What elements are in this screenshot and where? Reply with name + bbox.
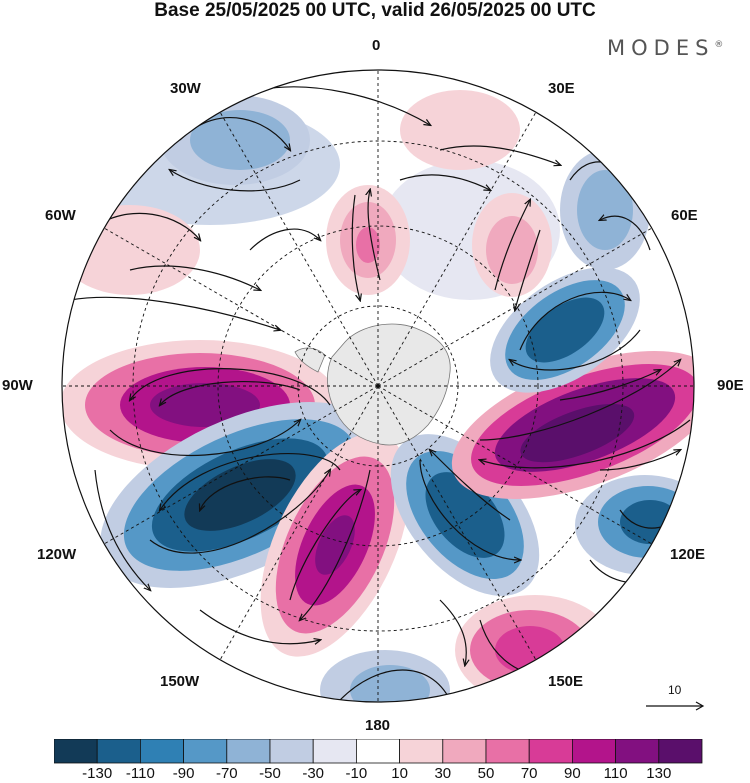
- colorbar-swatch: [399, 739, 444, 764]
- colorbar-tick-label: 10: [391, 765, 408, 782]
- logo-text: MODES: [607, 36, 715, 60]
- lon-label-90e: 90E: [717, 377, 744, 394]
- modes-logo: MODES®: [607, 36, 723, 60]
- colorbar-swatch: [572, 739, 617, 764]
- colorbar-swatch: [183, 739, 228, 764]
- lon-label-150w: 150W: [160, 673, 200, 690]
- lon-label-180: 180: [365, 717, 391, 734]
- lon-label-30e: 30E: [548, 80, 575, 97]
- anomaly-field: [62, 90, 694, 702]
- colorbar-swatch: [485, 739, 530, 764]
- lon-label-150e: 150E: [548, 673, 584, 690]
- colorbar-tick-label: -30: [302, 765, 325, 782]
- colorbar: [54, 739, 703, 764]
- colorbar-tick-label: 130: [646, 765, 672, 782]
- lon-label-90w: 90W: [2, 377, 33, 394]
- colorbar-tick-label: 70: [520, 765, 538, 782]
- negative-anomaly-60e-north: [560, 150, 650, 270]
- colorbar-tick-label: 110: [603, 765, 628, 782]
- positive-anomaly-150w: [260, 433, 410, 657]
- lon-label-120e: 120E: [670, 546, 706, 563]
- colorbar-swatch: [355, 739, 400, 764]
- positive-anomaly-15w: [326, 185, 410, 295]
- colorbar-swatch: [140, 739, 185, 764]
- lon-label-30w: 30W: [170, 80, 201, 97]
- colorbar-tick-label: -10: [345, 765, 368, 782]
- colorbar-swatch: [658, 739, 703, 764]
- lon-label-60w: 60W: [45, 207, 76, 224]
- colorbar-swatch: [442, 739, 487, 764]
- reference-vector-arrow: [646, 701, 705, 711]
- colorbar-swatch: [528, 739, 573, 764]
- colorbar-swatch: [54, 739, 98, 764]
- map-disk: [62, 70, 694, 702]
- lon-label-0: 0: [372, 37, 381, 54]
- colorbar-swatch: [96, 739, 141, 764]
- map-outline: [61, 69, 695, 703]
- antarctica-landmass: [294, 323, 451, 446]
- lon-label-60e: 60E: [671, 207, 698, 224]
- colorbar-tick-label: 30: [434, 765, 452, 782]
- colorbar-tick-label: 50: [477, 765, 495, 782]
- reference-vector-label: 10: [668, 683, 682, 697]
- colorbar-tick-label: -110: [125, 765, 155, 782]
- positive-anomaly-140e: [455, 595, 615, 702]
- colorbar-tick-label: -70: [215, 765, 238, 782]
- lon-label-120w: 120W: [37, 546, 77, 563]
- colorbar-swatch: [226, 739, 271, 764]
- colorbar-tick-label: -50: [259, 765, 281, 782]
- colorbar-tick-label: -130: [82, 765, 113, 782]
- logo-registered-mark: ®: [714, 40, 724, 50]
- colorbar-tick-label: -90: [172, 765, 195, 782]
- colorbar-tick-label: 90: [564, 765, 581, 782]
- negative-anomaly-30w: [160, 95, 310, 185]
- map-title: Base 25/05/2025 00 UTC, valid 26/05/2025…: [154, 0, 596, 21]
- positive-anomaly-30e: [472, 193, 552, 297]
- colorbar-swatch: [615, 739, 660, 764]
- colorbar-swatch: [269, 739, 314, 764]
- colorbar-swatch: [312, 739, 357, 764]
- tint-band-60w: [62, 205, 200, 295]
- tint-band-30e: [400, 90, 520, 170]
